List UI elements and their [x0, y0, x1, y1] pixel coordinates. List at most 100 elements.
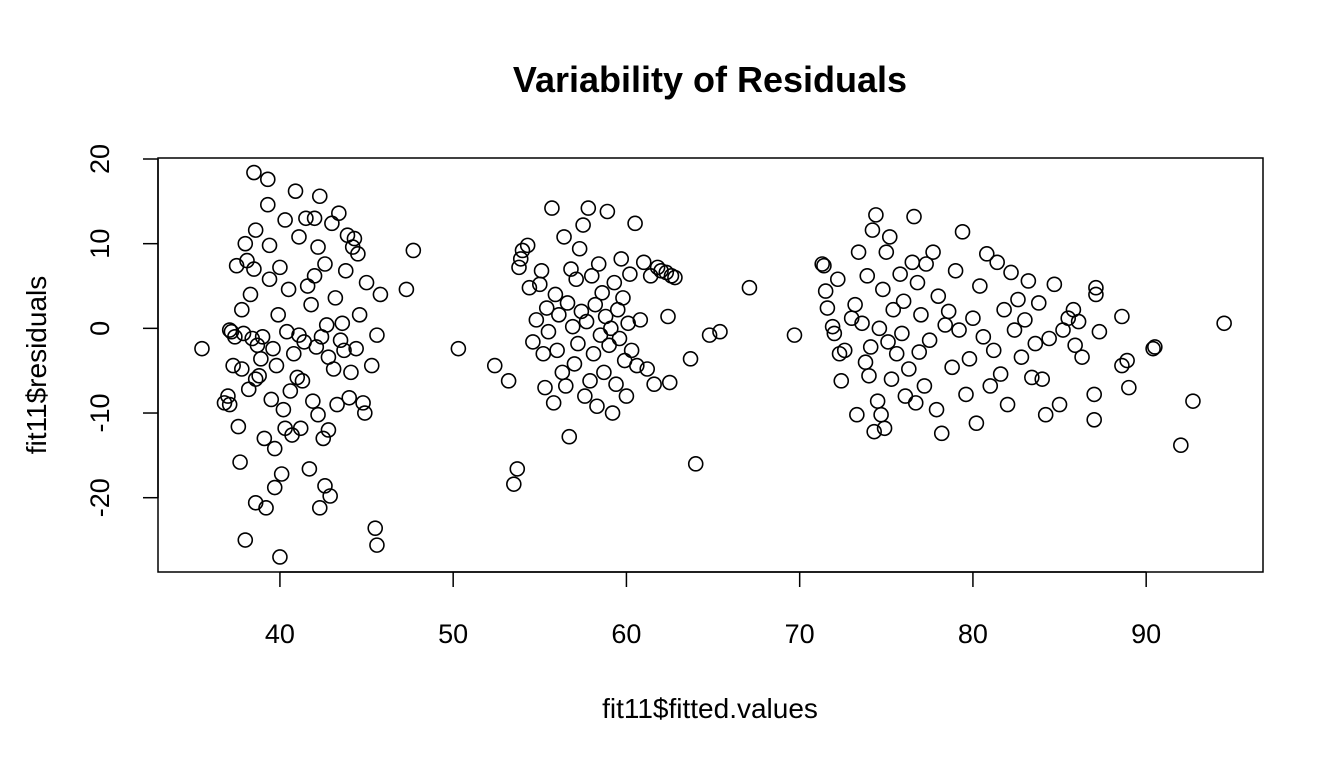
data-point: [1145, 340, 1161, 357]
data-point: [992, 366, 1009, 382]
data-point: [975, 329, 992, 345]
data-point: [1003, 264, 1019, 281]
y-axis: -20 -10 0 10 20: [85, 144, 159, 517]
data-point: [824, 318, 841, 335]
data-point: [869, 393, 886, 409]
data-point: [575, 217, 591, 233]
data-point: [230, 418, 247, 435]
data-point: [947, 262, 964, 279]
data-point: [363, 357, 380, 374]
data-point: [263, 391, 280, 408]
data-point: [1216, 315, 1232, 332]
data-point: [266, 440, 283, 457]
data-point: [968, 415, 985, 431]
data-point: [895, 293, 912, 310]
data-point: [1034, 371, 1051, 387]
data-point: [606, 274, 623, 291]
data-point: [1027, 335, 1044, 352]
data-point: [978, 246, 995, 262]
data-point: [885, 301, 902, 318]
data-point: [327, 290, 344, 306]
data-point: [561, 428, 578, 445]
data-point: [350, 246, 366, 262]
x-tick-label: 40: [265, 619, 295, 649]
data-point: [1037, 406, 1054, 423]
data-point: [816, 257, 832, 274]
data-point: [292, 420, 309, 437]
data-point: [247, 222, 264, 238]
data-point: [291, 229, 307, 245]
data-point: [322, 488, 338, 504]
data-point: [590, 256, 607, 272]
data-point: [358, 274, 375, 291]
data-point: [901, 361, 917, 377]
data-point: [623, 342, 640, 359]
data-point: [285, 345, 302, 362]
data-point: [259, 196, 276, 213]
data-point: [580, 200, 597, 216]
data-point: [999, 396, 1016, 413]
data-point: [331, 205, 347, 221]
data-point: [904, 254, 921, 271]
data-point: [629, 357, 645, 374]
data-point: [632, 312, 649, 328]
data-point: [660, 308, 676, 325]
data-point: [355, 395, 371, 411]
data-point: [311, 500, 328, 516]
data-point: [1119, 352, 1135, 369]
data-point: [337, 262, 354, 279]
data-point: [272, 549, 288, 565]
data-point: [925, 244, 941, 260]
data-point: [317, 256, 333, 272]
data-point: [1030, 295, 1047, 311]
data-point: [1010, 291, 1026, 308]
data-point: [608, 376, 624, 393]
data-point: [996, 301, 1012, 318]
data-point: [1017, 312, 1033, 328]
data-point: [246, 261, 262, 277]
data-point: [954, 224, 971, 240]
data-point: [237, 532, 254, 548]
data-point: [308, 339, 325, 355]
data-point: [1067, 337, 1083, 354]
data-point: [918, 256, 934, 272]
data-point: [909, 274, 926, 291]
data-point: [282, 383, 299, 399]
data-point: [618, 388, 635, 404]
data-point: [256, 430, 273, 447]
data-point: [866, 423, 882, 440]
data-point: [261, 271, 278, 288]
data-point: [930, 288, 947, 304]
data-point: [861, 367, 877, 384]
data-point: [982, 378, 999, 394]
data-point: [937, 317, 954, 333]
x-tick-label: 50: [438, 619, 468, 649]
data-point: [247, 371, 264, 387]
data-point: [228, 257, 245, 274]
data-point: [246, 164, 262, 181]
data-point: [627, 215, 643, 232]
data-point: [894, 325, 910, 342]
data-point: [511, 259, 527, 276]
data-point: [596, 364, 612, 381]
data-point: [528, 312, 545, 328]
data-point: [951, 322, 967, 338]
data-point: [854, 315, 870, 332]
data-point: [234, 301, 250, 318]
data-point: [512, 251, 529, 267]
data-point: [989, 254, 1005, 271]
data-point: [533, 262, 550, 279]
plot-frame: [157, 157, 1264, 573]
data-point: [875, 281, 891, 298]
data-point: [1024, 369, 1040, 386]
data-point: [273, 466, 290, 482]
x-tick-label: 70: [785, 619, 815, 649]
data-point: [712, 323, 728, 340]
data-point: [514, 242, 531, 259]
data-point: [876, 420, 893, 437]
data-point: [878, 244, 895, 260]
data-point: [603, 320, 619, 337]
data-point: [604, 405, 621, 421]
data-point: [667, 269, 683, 286]
data-point: [240, 381, 257, 398]
